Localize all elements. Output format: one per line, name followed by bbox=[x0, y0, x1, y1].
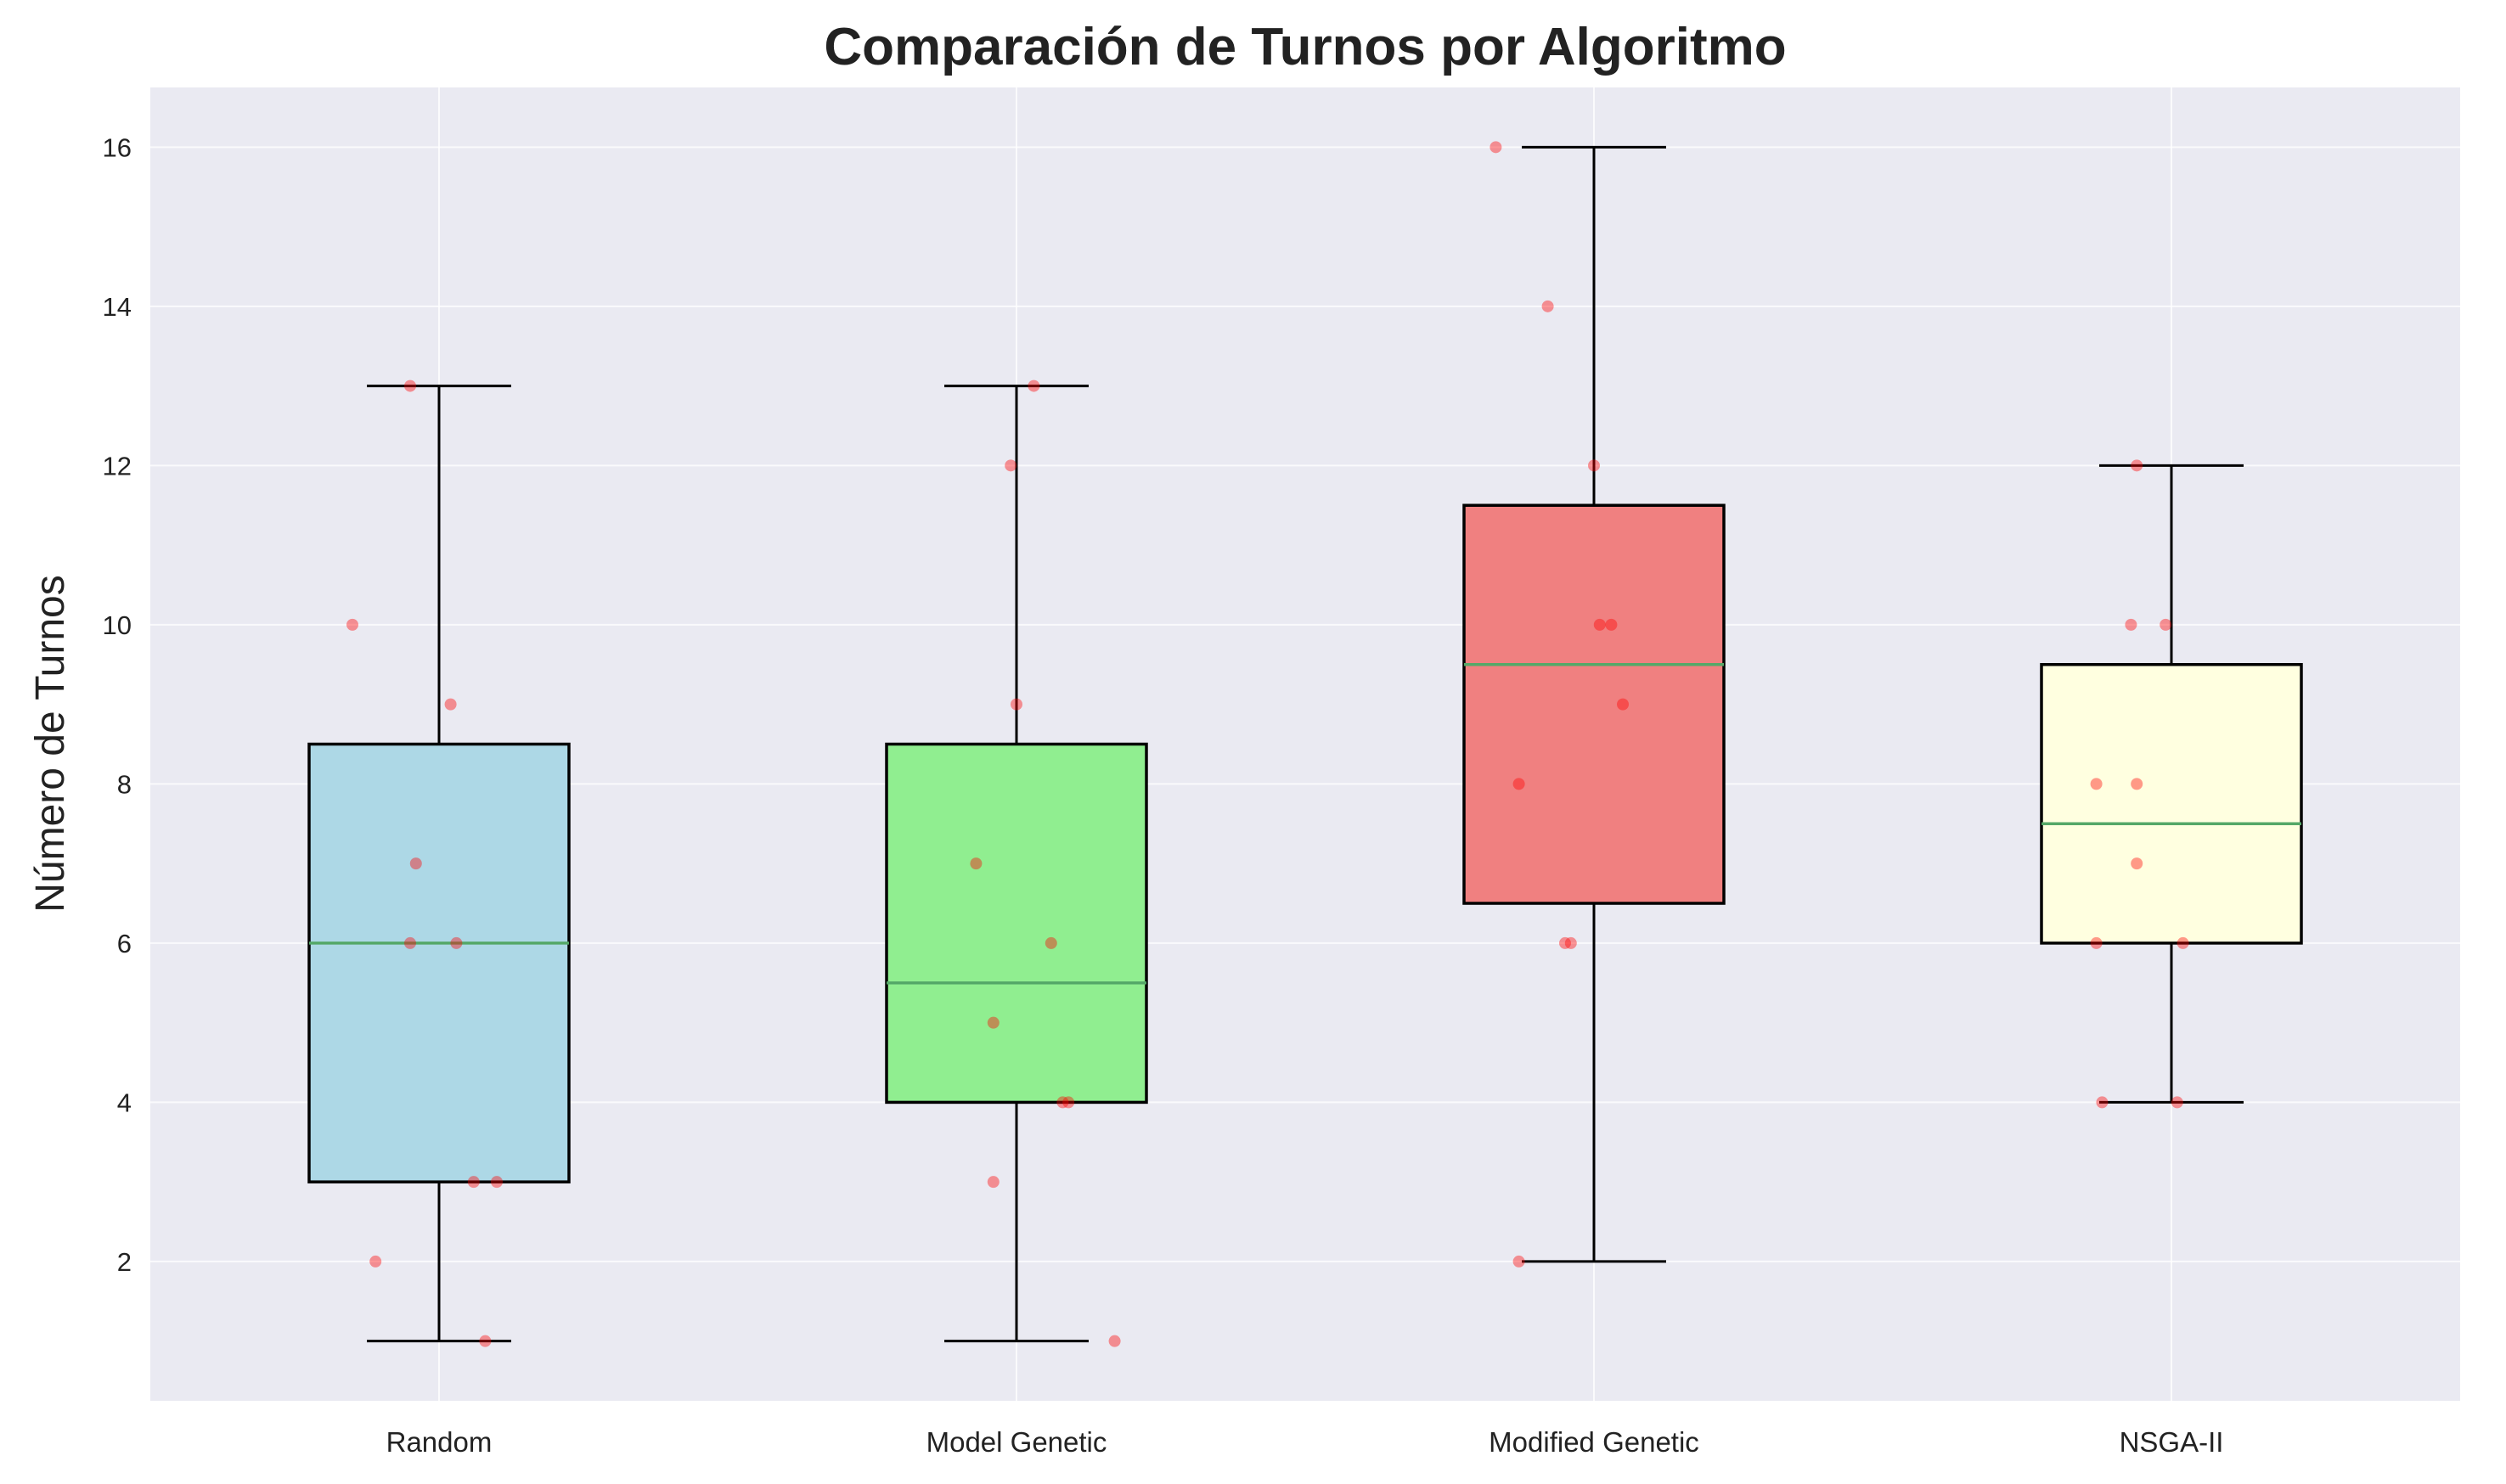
data-point bbox=[1005, 459, 1017, 472]
data-point bbox=[2125, 618, 2137, 631]
y-tick-label: 8 bbox=[117, 769, 132, 799]
data-point bbox=[987, 1176, 1000, 1189]
box-modified-genetic bbox=[1462, 503, 1726, 905]
data-point bbox=[404, 936, 416, 949]
data-point bbox=[1588, 459, 1600, 472]
data-point bbox=[491, 1176, 503, 1189]
data-point bbox=[2090, 936, 2103, 949]
data-point bbox=[346, 618, 358, 631]
data-point bbox=[1605, 618, 1618, 631]
data-point bbox=[2096, 1096, 2109, 1109]
data-point bbox=[1617, 698, 1629, 711]
box-model-genetic bbox=[885, 742, 1148, 1105]
x-tick-label: Random bbox=[386, 1426, 493, 1458]
data-point bbox=[1108, 1335, 1121, 1347]
data-point bbox=[404, 379, 416, 392]
y-tick-label: 2 bbox=[117, 1247, 132, 1277]
y-tick-label: 14 bbox=[103, 292, 132, 322]
box-nsga-ii bbox=[2040, 662, 2303, 945]
data-points bbox=[346, 141, 2189, 1347]
data-point bbox=[2131, 778, 2143, 790]
data-point bbox=[2177, 936, 2189, 949]
data-point bbox=[2090, 778, 2103, 790]
x-axis-ticks: Random Model Genetic Modified Genetic NSGA-… bbox=[386, 1426, 2224, 1458]
y-tick-label: 16 bbox=[103, 132, 132, 162]
data-point bbox=[1045, 936, 1057, 949]
data-point bbox=[369, 1255, 382, 1268]
data-point bbox=[479, 1335, 492, 1347]
data-point bbox=[2131, 857, 2143, 870]
y-tick-label: 6 bbox=[117, 929, 132, 958]
y-tick-label: 10 bbox=[103, 610, 132, 640]
data-point bbox=[467, 1176, 480, 1189]
data-point bbox=[970, 857, 983, 870]
y-tick-label: 12 bbox=[103, 451, 132, 481]
data-point bbox=[2160, 618, 2172, 631]
x-tick-label: Modified Genetic bbox=[1489, 1426, 1699, 1458]
y-tick-label: 4 bbox=[117, 1088, 132, 1117]
data-point bbox=[1011, 698, 1022, 711]
x-tick-label: Model Genetic bbox=[926, 1426, 1107, 1458]
box-layer bbox=[307, 145, 2303, 1343]
data-point bbox=[1056, 1096, 1069, 1109]
data-point bbox=[409, 857, 422, 870]
data-point bbox=[1541, 300, 1554, 312]
data-point bbox=[2131, 459, 2143, 472]
data-point bbox=[1512, 778, 1525, 790]
data-point bbox=[1559, 936, 1571, 949]
data-point bbox=[450, 936, 463, 949]
data-point bbox=[1028, 379, 1040, 392]
box-random bbox=[307, 742, 571, 1183]
data-point bbox=[444, 698, 457, 711]
data-point bbox=[1062, 1096, 1075, 1109]
data-point bbox=[987, 1016, 1000, 1029]
data-point bbox=[2171, 1096, 2183, 1109]
x-tick-label: NSGA-II bbox=[2120, 1426, 2224, 1458]
data-point bbox=[1490, 141, 1502, 154]
data-point bbox=[1512, 1255, 1525, 1268]
chart-title: Comparación de Turnos por Algoritmo bbox=[824, 18, 1786, 76]
y-axis-ticks: 2 4 6 8 10 12 14 16 bbox=[103, 132, 132, 1277]
data-point bbox=[1593, 618, 1606, 631]
y-axis-label: Número de Turnos bbox=[28, 575, 73, 913]
data-point bbox=[1564, 936, 1577, 949]
